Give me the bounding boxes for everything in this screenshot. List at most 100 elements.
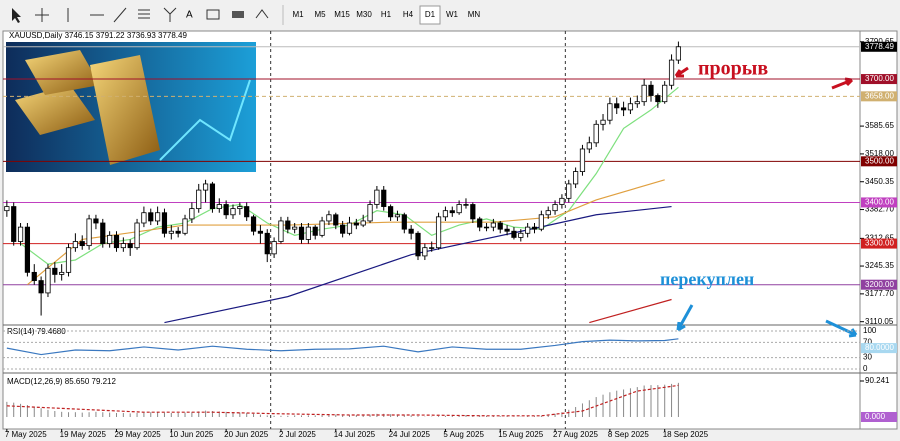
level-label: 3658.00	[865, 91, 894, 100]
candle-body	[463, 204, 469, 206]
x-tick-label: 10 Jun 2025	[169, 430, 214, 439]
candle-body	[24, 226, 31, 273]
candle-body	[367, 204, 373, 222]
candle-body	[264, 232, 270, 255]
current-price-label: 3778.49	[865, 42, 894, 51]
candle-body	[4, 206, 10, 212]
text-tool[interactable]: A	[186, 10, 193, 21]
candle-body	[86, 218, 92, 247]
candle-body	[278, 220, 284, 242]
timeframe-button[interactable]: M5	[314, 10, 326, 19]
candle-body	[545, 210, 551, 216]
macd-tick-label: 90.241	[865, 376, 890, 385]
timeframe-button[interactable]: M30	[356, 10, 372, 19]
candle-body	[614, 103, 620, 109]
x-tick-label: 7 May 2025	[5, 430, 47, 439]
timeframe-button[interactable]: M1	[292, 10, 304, 19]
candle-body	[333, 214, 339, 226]
candle-body	[107, 234, 113, 244]
candle-body	[244, 206, 250, 218]
candle-body	[202, 183, 209, 191]
candle-body	[477, 218, 483, 228]
moving-average	[589, 298, 672, 324]
candle-body	[655, 95, 661, 103]
candle-body	[374, 189, 380, 205]
candle-body	[250, 216, 257, 232]
candle-body	[415, 232, 421, 257]
channel-tool[interactable]	[138, 9, 150, 19]
x-tick-label: 19 May 2025	[60, 430, 107, 439]
candle-body	[72, 241, 78, 249]
label-tool[interactable]	[206, 9, 220, 20]
candle-body	[435, 216, 442, 249]
candle-body	[456, 204, 462, 214]
level-label: 3200.00	[865, 280, 894, 289]
candle-body	[641, 84, 647, 103]
annotation-arrow	[674, 66, 689, 78]
candle-body	[93, 218, 99, 224]
chart: XAUUSD,Daily 3746.15 3791.22 3736.93 377…	[2, 30, 898, 439]
candle-body	[449, 210, 455, 214]
candle-body	[45, 267, 51, 294]
macd-zero-box	[861, 411, 897, 422]
candle-body	[353, 222, 359, 226]
candle-body	[538, 214, 544, 230]
x-tick-label: 27 Aug 2025	[553, 430, 598, 439]
y-tick-label: 3450.35	[865, 177, 894, 186]
candle-body	[662, 84, 668, 103]
candle-body	[79, 241, 85, 247]
candle-body	[634, 101, 640, 105]
x-tick-label: 18 Sep 2025	[663, 430, 709, 439]
rsi-tick-label: 0	[863, 364, 868, 373]
candle-body	[120, 243, 126, 249]
candle-body	[525, 226, 531, 234]
arrows-tool[interactable]	[255, 9, 269, 19]
timeframe-button[interactable]: H4	[403, 10, 414, 19]
candle-body	[346, 222, 353, 234]
candle-body	[429, 247, 435, 249]
rsi-value-box	[861, 343, 897, 354]
candle-body	[209, 183, 216, 210]
fibo-tool[interactable]	[163, 7, 177, 22]
candle-body	[17, 226, 24, 242]
candle-body	[387, 206, 394, 218]
candle-body	[497, 222, 503, 230]
candle-body	[100, 222, 106, 244]
crosshair-tool[interactable]	[35, 8, 49, 22]
y-tick-label: 3110.05	[865, 317, 894, 326]
chart-header: XAUUSD,Daily 3746.15 3791.22 3736.93 377…	[9, 31, 187, 40]
candle-body	[148, 212, 154, 222]
candle-body	[223, 204, 229, 216]
timeframe-button[interactable]: D1	[425, 10, 436, 19]
timeframe-button[interactable]: H1	[381, 10, 392, 19]
candle-body	[31, 271, 37, 281]
annotation: прорыв	[698, 58, 768, 80]
cursor-tool[interactable]	[12, 8, 21, 23]
candle-body	[257, 230, 263, 234]
macd-tick-label: 0.000	[865, 412, 886, 421]
candle-body	[627, 103, 634, 111]
timeframe-selected	[419, 5, 441, 25]
trendline-tool[interactable]	[113, 7, 127, 23]
candle-body	[127, 243, 133, 249]
timeframe-button[interactable]: W1	[446, 10, 459, 19]
candle-body	[155, 212, 161, 222]
annotation: перекуплен	[660, 269, 754, 289]
candle-body	[648, 84, 654, 96]
candle-body	[285, 220, 291, 230]
x-tick-label: 20 Jun 2025	[224, 430, 269, 439]
candle-body	[134, 222, 140, 249]
candle-body	[586, 142, 592, 150]
rsi-tick-label: 70	[863, 338, 872, 347]
timeframe-button[interactable]: MN	[468, 10, 481, 19]
candle-body	[38, 280, 44, 294]
candle-body	[113, 234, 120, 249]
timeframe-button[interactable]: M15	[334, 10, 350, 19]
macd-title: MACD(12,26,9) 85.650 79.212	[7, 377, 117, 386]
candle-body	[298, 226, 305, 240]
candle-body	[141, 212, 147, 224]
shapes-tool[interactable]	[232, 11, 244, 18]
y-tick-label: 3518.00	[865, 149, 894, 158]
candle-body	[504, 228, 510, 232]
candle-body	[65, 247, 72, 273]
